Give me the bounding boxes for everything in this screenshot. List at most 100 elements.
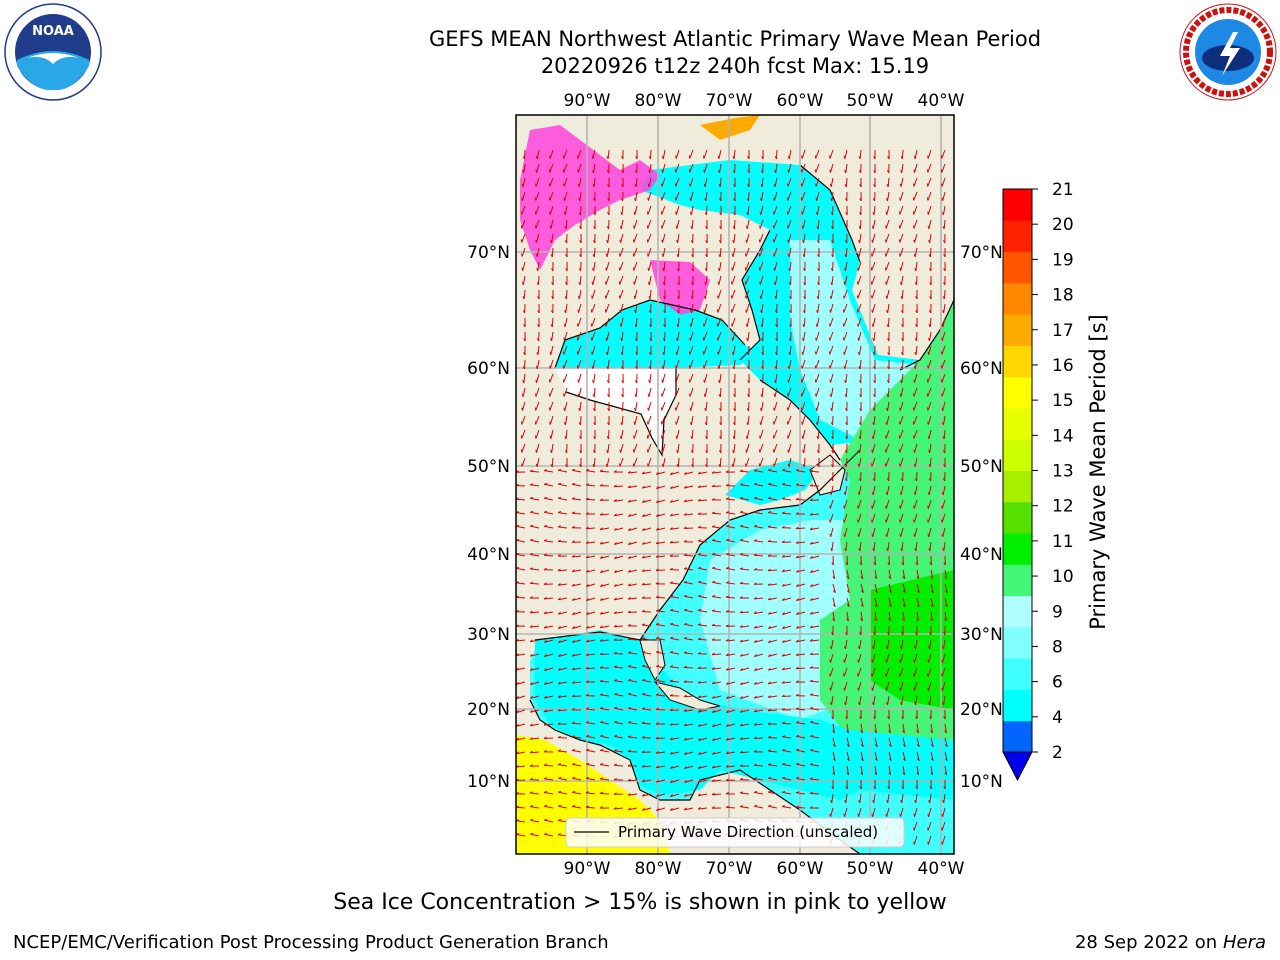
wave-direction-arrowhead bbox=[901, 352, 904, 356]
wave-direction-arrow bbox=[684, 609, 694, 613]
wave-direction-arrowhead bbox=[782, 468, 786, 471]
wave-direction-arrow bbox=[754, 497, 764, 501]
wave-direction-arrowhead bbox=[930, 590, 934, 594]
wave-direction-arrowhead bbox=[634, 324, 637, 328]
wave-direction-arrowhead bbox=[768, 640, 771, 643]
wave-direction-arrow bbox=[844, 149, 848, 159]
wave-direction-arrow bbox=[614, 513, 624, 517]
wave-direction-arrowhead bbox=[521, 267, 524, 271]
wave-direction-arrow bbox=[801, 387, 806, 397]
wave-direction-arrowhead bbox=[571, 721, 575, 724]
wave-direction-arrowhead bbox=[705, 450, 708, 454]
wave-direction-arrow bbox=[718, 359, 722, 369]
wave-direction-arrowhead bbox=[787, 449, 789, 453]
wave-direction-arrow bbox=[817, 219, 820, 230]
wave-direction-arrow bbox=[803, 457, 806, 468]
wave-direction-arrowhead bbox=[857, 519, 859, 523]
wave-direction-arrow bbox=[913, 401, 918, 411]
wave-direction-arrowhead bbox=[544, 832, 548, 835]
wave-direction-arrowhead bbox=[802, 449, 805, 454]
wave-direction-arrowhead bbox=[711, 695, 715, 699]
wave-direction-arrowhead bbox=[641, 764, 645, 768]
lat-label-right: 50°N bbox=[960, 457, 1003, 477]
wave-direction-arrow bbox=[726, 539, 736, 543]
wave-direction-arrow bbox=[731, 303, 736, 313]
wave-direction-arrow bbox=[816, 415, 820, 425]
wave-direction-arrow bbox=[760, 289, 764, 299]
wave-direction-arrowhead bbox=[873, 366, 876, 370]
wave-direction-arrow bbox=[843, 303, 848, 313]
wave-direction-arrow bbox=[606, 345, 610, 355]
wave-direction-arrow bbox=[628, 541, 638, 546]
wave-direction-arrow bbox=[530, 653, 540, 657]
wave-direction-arrowhead bbox=[726, 552, 730, 555]
wave-direction-arrowhead bbox=[564, 240, 568, 244]
wave-direction-arrowhead bbox=[781, 554, 785, 558]
wave-direction-arrowhead bbox=[913, 463, 916, 467]
wave-direction-arrowhead bbox=[745, 323, 748, 327]
wave-direction-arrow bbox=[712, 737, 722, 741]
wave-direction-arrowhead bbox=[689, 197, 692, 201]
wave-direction-arrow bbox=[544, 791, 554, 795]
wave-direction-arrowhead bbox=[767, 708, 771, 712]
wave-direction-arrow bbox=[796, 569, 806, 573]
wave-direction-arrowhead bbox=[543, 639, 547, 643]
wave-direction-arrowhead bbox=[642, 650, 646, 653]
wave-direction-arrow bbox=[614, 597, 624, 601]
wave-direction-arrowhead bbox=[943, 632, 946, 636]
wave-direction-arrowhead bbox=[725, 792, 729, 795]
lon-label-bottom: 90°W bbox=[564, 859, 611, 879]
wave-direction-arrow bbox=[754, 667, 764, 672]
wave-direction-arrow bbox=[628, 736, 638, 739]
wave-direction-arrow bbox=[593, 177, 596, 188]
wave-direction-arrowhead bbox=[719, 422, 722, 426]
wave-direction-arrowhead bbox=[745, 435, 748, 439]
wave-direction-arrowhead bbox=[718, 254, 721, 258]
wave-direction-arrowhead bbox=[683, 694, 687, 698]
wave-direction-arrowhead bbox=[620, 352, 623, 356]
wave-direction-arrowhead bbox=[718, 169, 721, 174]
wave-direction-arrow bbox=[712, 539, 722, 543]
wave-direction-arrow bbox=[690, 401, 694, 411]
wave-direction-arrow bbox=[731, 317, 736, 327]
wave-direction-arrow bbox=[530, 497, 540, 501]
wave-direction-arrow bbox=[605, 275, 610, 285]
wave-direction-arrow bbox=[860, 611, 863, 621]
wave-direction-arrow bbox=[572, 583, 582, 587]
wave-direction-arrow bbox=[585, 498, 596, 501]
footer-date-text: 28 Sep 2022 on bbox=[1074, 932, 1218, 953]
wave-direction-arrowhead bbox=[725, 595, 729, 598]
wave-direction-arrow bbox=[586, 470, 596, 473]
wave-direction-arrow bbox=[726, 695, 736, 700]
wave-direction-arrowhead bbox=[689, 323, 692, 327]
wave-direction-arrow bbox=[745, 289, 750, 299]
wave-direction-arrowhead bbox=[614, 570, 617, 573]
wave-direction-arrow bbox=[572, 555, 582, 558]
wave-direction-arrowhead bbox=[549, 225, 552, 229]
wave-direction-arrowhead bbox=[846, 758, 850, 762]
wave-direction-arrowhead bbox=[641, 555, 645, 559]
wave-direction-arrow bbox=[711, 512, 722, 515]
wave-direction-arrow bbox=[675, 387, 680, 397]
wave-direction-arrowhead bbox=[913, 841, 915, 845]
wave-direction-arrow bbox=[916, 569, 920, 579]
wave-direction-arrowhead bbox=[759, 211, 762, 215]
wave-direction-arrowhead bbox=[549, 351, 552, 355]
wave-direction-arrowhead bbox=[887, 338, 890, 342]
wave-direction-arrowhead bbox=[942, 450, 946, 454]
wave-direction-arrowhead bbox=[649, 352, 652, 356]
wave-direction-arrow bbox=[614, 611, 624, 614]
wave-direction-arrowhead bbox=[846, 576, 850, 580]
wave-direction-arrowhead bbox=[754, 496, 758, 499]
wave-direction-arrowhead bbox=[787, 239, 789, 243]
wave-direction-arrow bbox=[810, 639, 820, 642]
wave-direction-arrowhead bbox=[858, 701, 861, 706]
wave-direction-arrowhead bbox=[901, 786, 904, 790]
wave-direction-arrow bbox=[535, 401, 540, 411]
wave-direction-arrow bbox=[795, 667, 806, 670]
wave-direction-arrow bbox=[871, 667, 876, 677]
wave-direction-arrowhead bbox=[860, 758, 864, 762]
wave-direction-arrowhead bbox=[768, 776, 772, 779]
wave-direction-arrow bbox=[620, 429, 624, 439]
wave-direction-arrow bbox=[591, 345, 596, 355]
